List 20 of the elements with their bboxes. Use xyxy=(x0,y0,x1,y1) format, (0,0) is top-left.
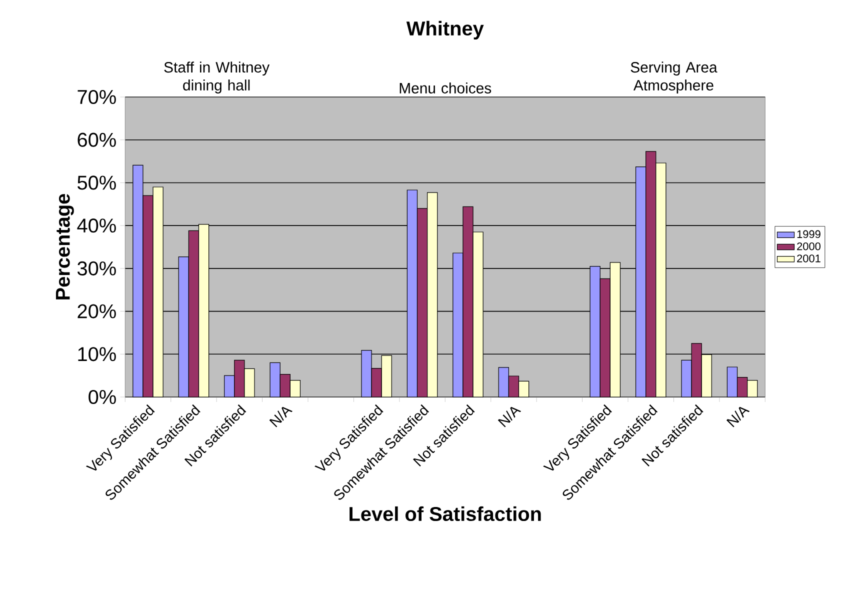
x-tick-label: N/A xyxy=(726,406,750,428)
y-tick-label: 20% xyxy=(78,304,116,318)
y-tick-label: 30% xyxy=(78,261,116,276)
chart-title: Whitney xyxy=(406,20,484,40)
text: Menu choices xyxy=(400,82,492,94)
y-tick-label: 60% xyxy=(78,132,116,147)
y-tick-label: 0% xyxy=(88,390,116,404)
y-tick-label: 10% xyxy=(78,347,116,362)
text: Serving Area Atmosphere xyxy=(630,62,718,94)
x-axis-title: Level of Satisfaction xyxy=(350,506,541,522)
x-tick-label: N/A xyxy=(498,406,522,428)
legend-label: 2001 xyxy=(797,254,820,262)
y-axis-title: Percentage xyxy=(56,194,74,300)
legend-label: 2000 xyxy=(797,242,820,250)
y-tick-label: 40% xyxy=(77,218,116,233)
y-tick-label: 50% xyxy=(78,176,116,190)
legend-label: 1999 xyxy=(797,230,820,238)
x-tick-label: N/A xyxy=(269,406,293,428)
y-tick-label: 70% xyxy=(78,90,116,104)
text: Staff in Whitney dining hall xyxy=(164,62,270,94)
